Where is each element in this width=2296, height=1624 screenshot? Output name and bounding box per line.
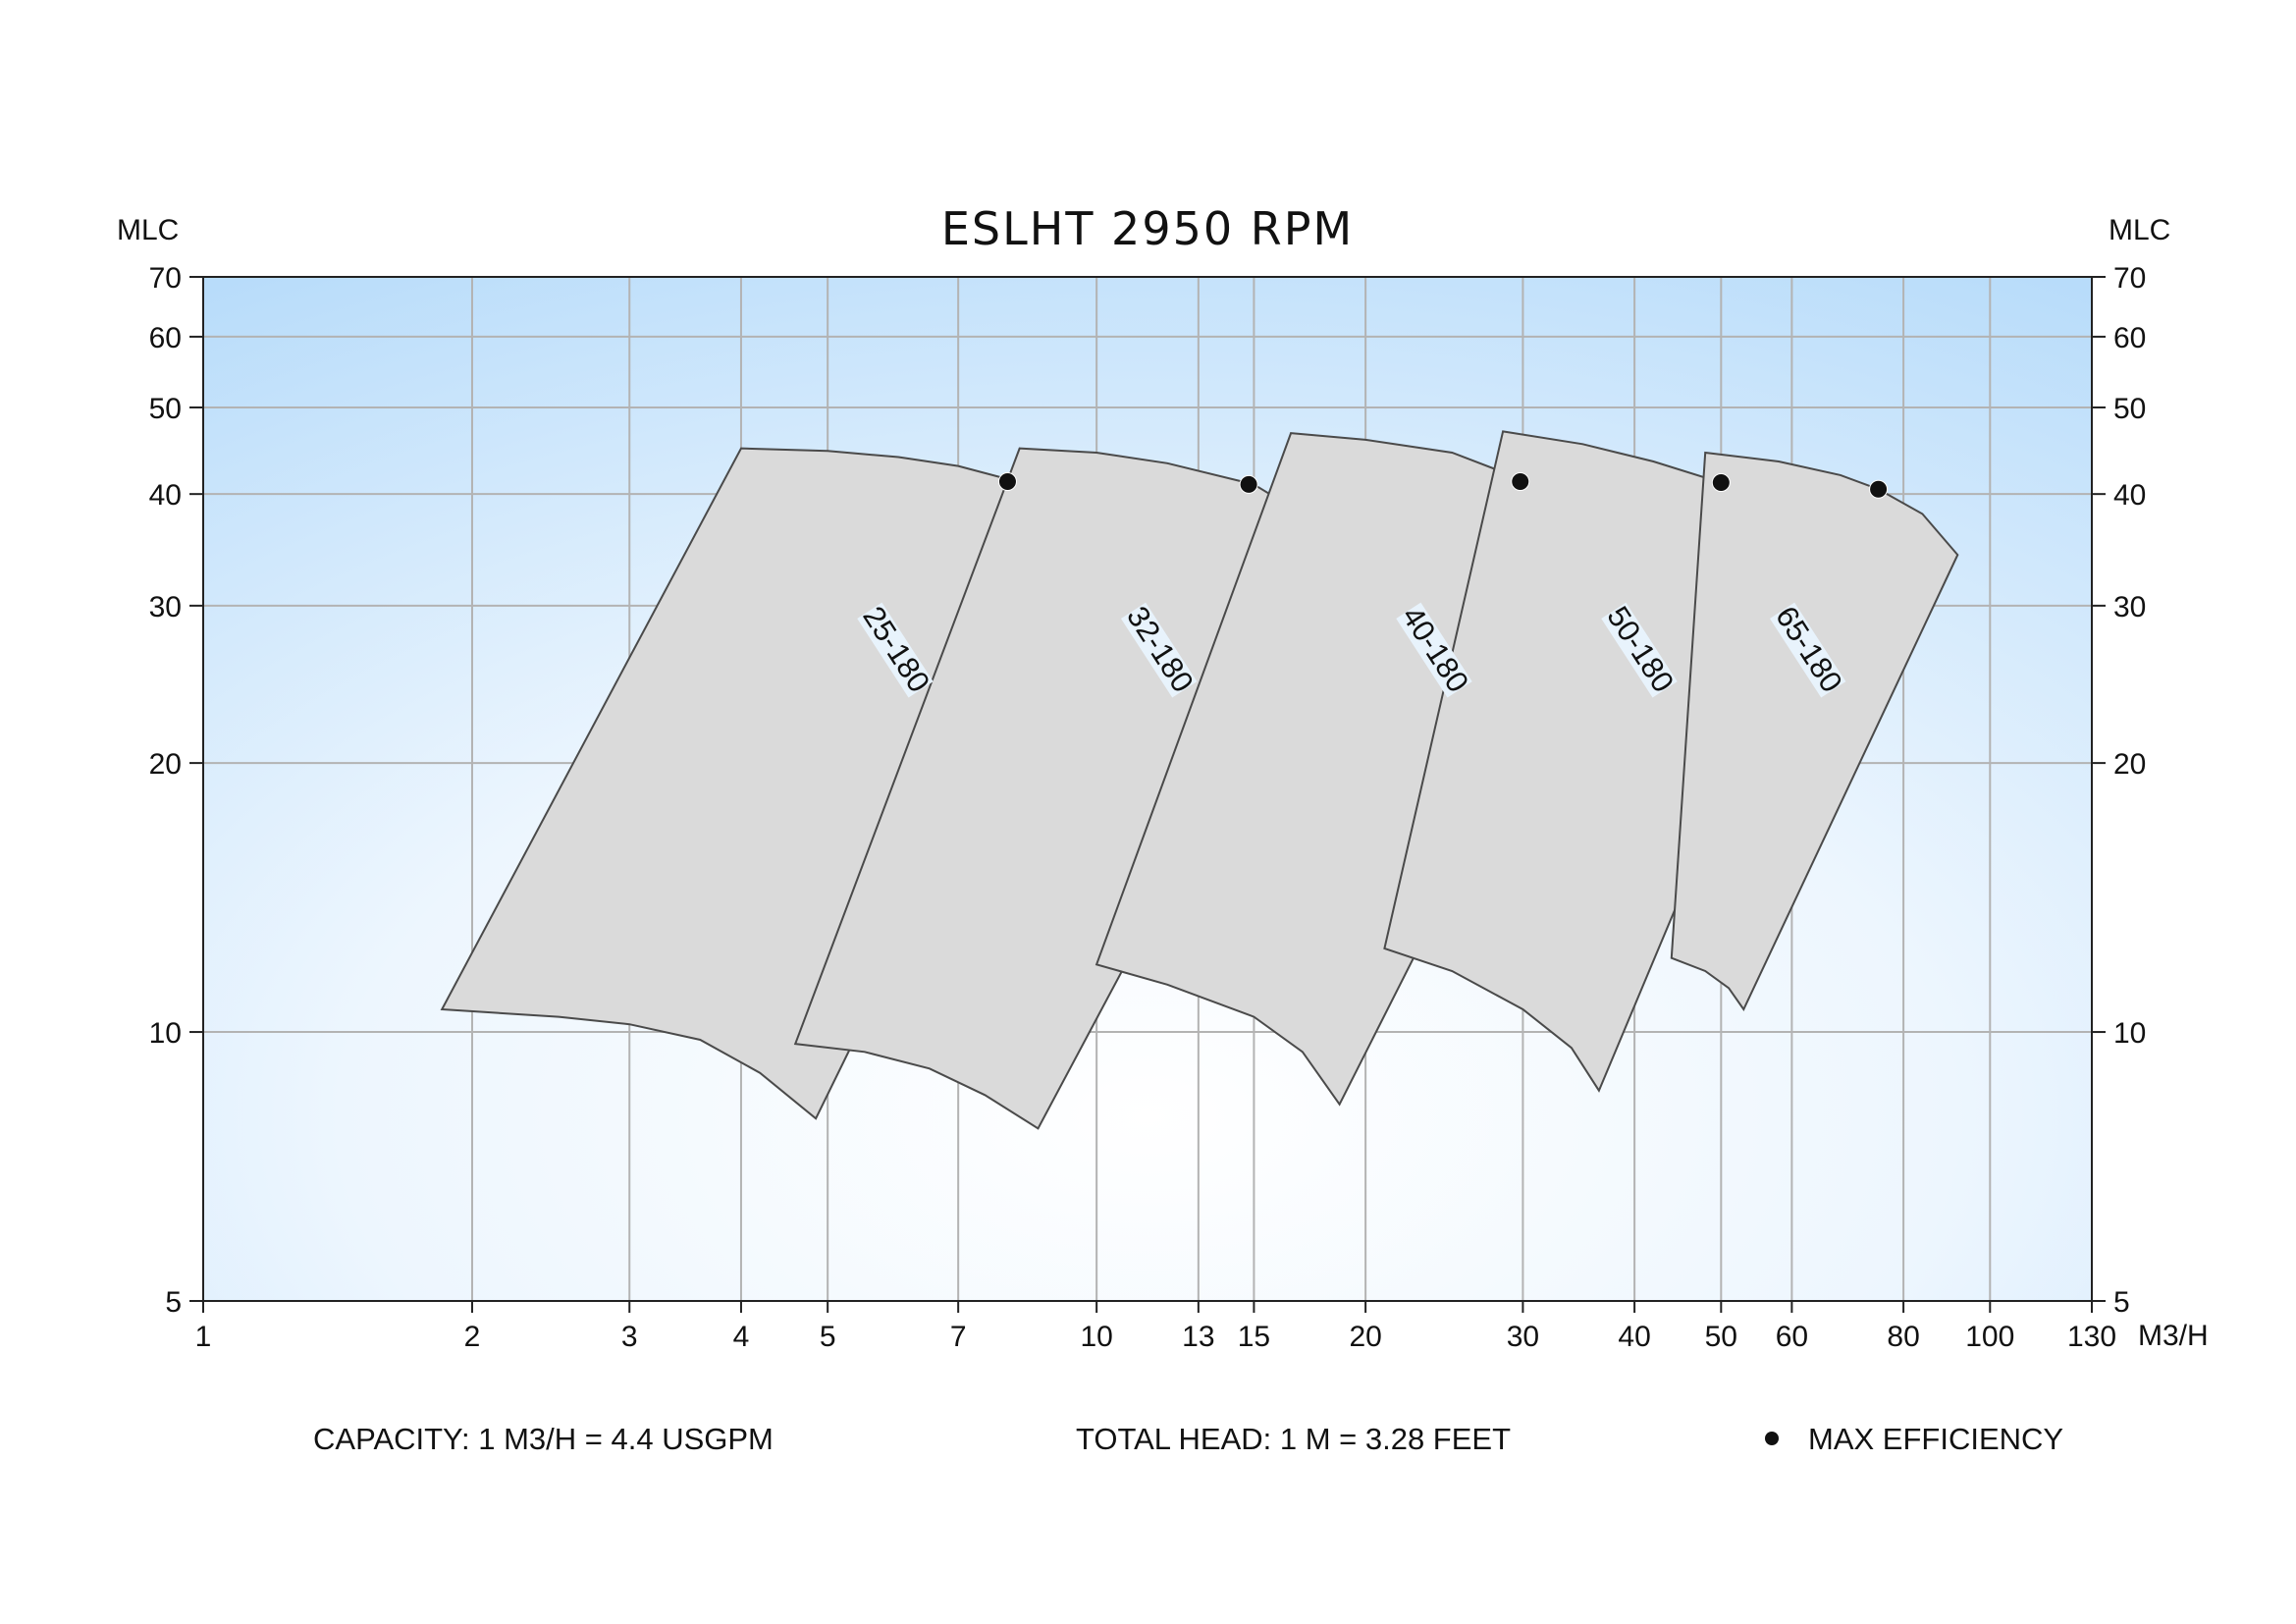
y-axis-right-label: MLC [2109,214,2170,246]
x-tick-label: 50 [1705,1321,1737,1353]
x-tick-label: 5 [820,1321,836,1353]
x-tick-label: 40 [1618,1321,1650,1353]
chart-title: ESLHT 2950 RPM [941,202,1354,255]
y-right-tick-label: 60 [2113,322,2146,354]
legend-dot-icon [1765,1432,1779,1445]
y-axis-left-label: MLC [117,214,179,246]
y-right-tick-label: 40 [2113,479,2146,512]
x-axis-label: M3/H [2138,1320,2209,1352]
region-65-180 [1670,451,1959,1011]
x-tick-label: 100 [1965,1321,2014,1353]
x-tick-label: 1 [195,1321,212,1353]
y-right-tick-label: 30 [2113,591,2146,623]
x-tick-label: 15 [1238,1321,1270,1353]
curve-label-bg [1396,602,1472,698]
y-right-tick-label: 50 [2113,393,2146,425]
x-tick-label: 60 [1776,1321,1808,1353]
y-left-tick-label: 50 [149,393,182,425]
max-efficiency-point-25-180 [997,472,1017,492]
curve-label-bg [857,602,934,698]
plot-frame [202,276,2093,1302]
max-efficiency-points [997,472,1889,499]
y-left-tick-label: 30 [149,591,182,623]
y-left-tick-label: 60 [149,322,182,354]
x-tick-label: 130 [2067,1321,2116,1353]
x-tick-label: 2 [464,1321,481,1353]
max-efficiency-point-65-180 [1869,479,1889,499]
pump-curve-regions [440,430,1959,1130]
y-axis-right-ticks: 5 10 20 30 40 50 60 70 [2092,262,2146,1319]
max-efficiency-point-50-180 [1711,472,1731,492]
x-tick-label: 80 [1887,1321,1919,1353]
y-axis-left-ticks: 5 10 20 30 40 50 60 70 [149,262,203,1319]
y-left-tick-label: 5 [165,1286,182,1319]
y-left-tick-label: 70 [149,262,182,295]
x-tick-label: 13 [1182,1321,1214,1353]
y-left-tick-label: 20 [149,748,182,781]
curve-label-bg [1120,602,1198,698]
y-right-tick-label: 5 [2113,1286,2130,1319]
x-tick-label: 10 [1080,1321,1112,1353]
curve-label-bg [1601,602,1678,698]
capacity-note: CAPACITY: 1 M3/H = 4.4 USGPM [313,1422,774,1456]
x-tick-label: 4 [733,1321,750,1353]
y-left-tick-label: 10 [149,1017,182,1050]
x-axis-ticks: 1 2 3 4 5 7 10 13 15 20 30 40 50 60 80 100 130 [195,1301,2116,1353]
y-left-tick-label: 40 [149,479,182,512]
y-right-tick-label: 10 [2113,1017,2146,1050]
max-efficiency-point-40-180 [1511,472,1530,492]
x-tick-label: 20 [1349,1321,1381,1353]
legend-label: MAX EFFICIENCY [1808,1422,2063,1456]
y-right-tick-label: 70 [2113,262,2146,295]
x-tick-label: 7 [950,1321,967,1353]
x-tick-label: 30 [1507,1321,1539,1353]
max-efficiency-point-32-180 [1239,474,1258,494]
curve-label-bg [1769,602,1846,698]
x-tick-label: 3 [621,1321,638,1353]
y-right-tick-label: 20 [2113,748,2146,781]
total-head-note: TOTAL HEAD: 1 M = 3.28 FEET [1076,1422,1511,1456]
